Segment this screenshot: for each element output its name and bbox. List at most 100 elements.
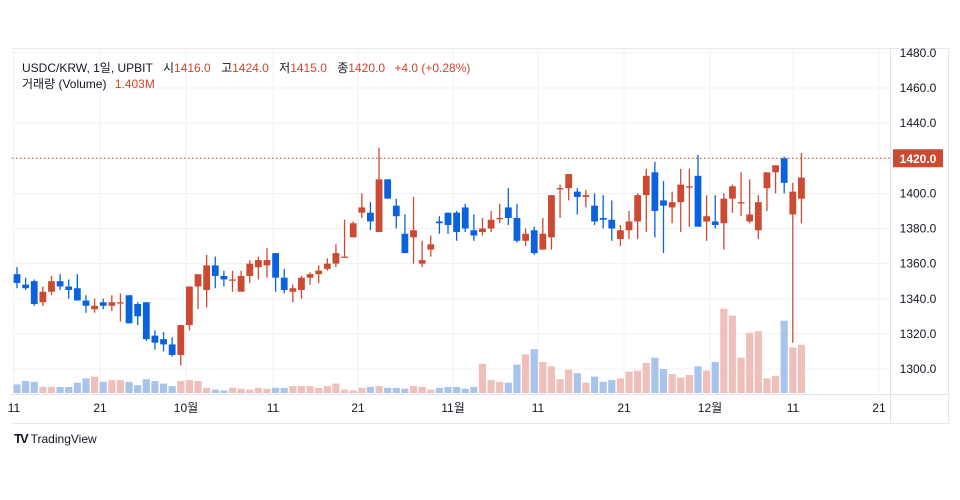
candle: [634, 193, 642, 240]
candle: [677, 168, 685, 233]
candle: [746, 179, 754, 224]
candle: [530, 226, 538, 255]
volume-bar: [771, 375, 780, 393]
volume-bar: [556, 379, 564, 393]
volume-bar: [263, 388, 271, 393]
candle: [711, 195, 719, 229]
volume-bar: [280, 387, 288, 393]
volume-bar: [659, 368, 668, 393]
volume-bar: [685, 374, 693, 393]
volume-bar: [573, 373, 581, 393]
volume-bars: [13, 308, 806, 393]
open-value: 1416.0: [174, 61, 211, 75]
time-tick: 21: [93, 401, 107, 415]
volume-bar: [797, 344, 806, 393]
candle: [720, 193, 728, 250]
candle: [599, 195, 607, 229]
price-tick: 1440.0: [900, 116, 937, 130]
volume-bar: [47, 386, 56, 393]
volume-bar: [478, 363, 487, 393]
tradingview-logo[interactable]: TV TradingView: [14, 431, 97, 446]
volume-bar: [306, 386, 314, 393]
low-value: 1415.0: [290, 61, 327, 75]
price-tick: 1460.0: [900, 81, 937, 95]
volume-bar: [56, 386, 64, 393]
candle: [323, 258, 331, 271]
volume-bar: [513, 364, 521, 393]
candle: [177, 325, 185, 366]
candle: [229, 270, 236, 292]
volume-bar: [763, 378, 771, 393]
time-axis[interactable]: 11 21 10월 11 21 11월 11 21 12월 11 21: [8, 401, 886, 415]
volume-bar: [39, 386, 47, 393]
candle: [280, 268, 288, 294]
price-tick: 1340.0: [900, 292, 937, 306]
candle: [729, 184, 736, 213]
candle: [117, 293, 124, 322]
volume-bar: [323, 386, 331, 393]
candle: [254, 256, 262, 280]
volume-bar: [125, 381, 133, 393]
volume-bar: [203, 387, 211, 393]
high-label: 고: [221, 61, 233, 75]
candle: [367, 202, 374, 231]
volume-bar: [384, 387, 392, 393]
volume-bar: [297, 386, 306, 393]
volume-bar: [159, 383, 168, 393]
candle: [332, 244, 340, 268]
high-value: 1424.0: [232, 61, 269, 75]
candle: [272, 253, 279, 292]
candle: [65, 279, 73, 299]
price-tick: 1320.0: [900, 327, 937, 341]
volume-bar: [599, 381, 607, 393]
volume-bar: [13, 384, 21, 393]
candle: [470, 214, 478, 241]
price-tick: 1360.0: [900, 257, 937, 271]
candle: [73, 274, 81, 301]
chart-frame: [12, 48, 949, 424]
volume-bar: [634, 370, 642, 393]
candle: [384, 179, 392, 199]
volume-bar: [108, 380, 116, 393]
volume-bar: [349, 390, 357, 393]
candle: [211, 256, 219, 289]
volume-bar: [453, 386, 461, 393]
candle: [642, 168, 650, 233]
volume-bar: [134, 385, 142, 393]
candle: [392, 198, 400, 229]
volume-bar: [470, 386, 478, 393]
volume-bar: [780, 320, 788, 393]
chart-legend: USDC/KRW, 1일, UPBIT 시1416.0 고1424.0 저141…: [22, 60, 470, 92]
candle: [703, 195, 710, 241]
price-tick: 1480.0: [900, 46, 937, 60]
ohlc-row: USDC/KRW, 1일, UPBIT 시1416.0 고1424.0 저141…: [22, 60, 470, 76]
candle: [625, 210, 633, 240]
volume-bar: [625, 371, 633, 393]
change-value: +4.0 (+0.28%): [394, 61, 471, 75]
candle: [151, 330, 159, 350]
candle: [410, 196, 417, 264]
time-tick: 11: [267, 401, 280, 415]
price-axis[interactable]: 1480.0 1460.0 1440.0 1400.0 1380.0 1360.0 1340…: [893, 46, 943, 376]
volume-bar: [194, 380, 202, 393]
volume-bar: [608, 380, 616, 393]
candle: [168, 337, 176, 357]
volume-bar: [237, 388, 245, 393]
candle: [763, 172, 771, 211]
volume-bar: [73, 382, 81, 393]
volume-bar: [185, 380, 193, 393]
volume-bar: [668, 374, 676, 393]
candle: [461, 203, 469, 233]
candle: [99, 298, 107, 310]
time-tick: 10월: [174, 401, 198, 415]
grid-lines: [12, 48, 948, 422]
candle: [160, 332, 167, 352]
volume-bar: [746, 332, 754, 393]
symbol-title: USDC/KRW, 1일, UPBIT: [22, 61, 153, 75]
candle: [91, 298, 98, 313]
volume-bar: [504, 382, 512, 393]
volume-bar: [703, 370, 711, 393]
candle: [453, 210, 461, 241]
volume-bar: [272, 387, 280, 393]
